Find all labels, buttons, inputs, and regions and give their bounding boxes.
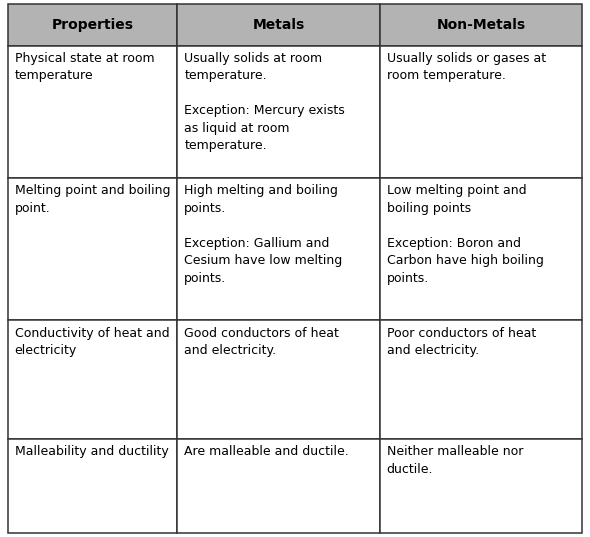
- Text: Physical state at room
temperature: Physical state at room temperature: [15, 52, 154, 82]
- Text: Non-Metals: Non-Metals: [437, 18, 526, 32]
- Bar: [380, 46, 582, 178]
- Bar: [8, 178, 178, 321]
- Text: Low melting point and
boiling points

Exception: Boron and
Carbon have high boil: Low melting point and boiling points Exc…: [386, 184, 543, 285]
- Bar: [178, 178, 380, 321]
- Text: Properties: Properties: [51, 18, 133, 32]
- Text: Malleability and ductility: Malleability and ductility: [15, 445, 168, 458]
- Text: Metals: Metals: [253, 18, 304, 32]
- Text: Are malleable and ductile.: Are malleable and ductile.: [184, 445, 349, 458]
- Text: Melting point and boiling
point.: Melting point and boiling point.: [15, 184, 170, 215]
- Text: Poor conductors of heat
and electricity.: Poor conductors of heat and electricity.: [386, 326, 536, 357]
- Bar: [178, 46, 380, 178]
- Bar: [380, 321, 582, 439]
- Text: Conductivity of heat and
electricity: Conductivity of heat and electricity: [15, 326, 169, 357]
- Bar: [178, 4, 380, 46]
- Bar: [178, 439, 380, 533]
- Bar: [8, 4, 178, 46]
- Bar: [178, 321, 380, 439]
- Bar: [380, 439, 582, 533]
- Bar: [380, 178, 582, 321]
- Text: Neither malleable nor
ductile.: Neither malleable nor ductile.: [386, 445, 523, 475]
- Bar: [8, 321, 178, 439]
- Bar: [8, 46, 178, 178]
- Text: Usually solids or gases at
room temperature.: Usually solids or gases at room temperat…: [386, 52, 546, 82]
- Bar: [8, 439, 178, 533]
- Text: Usually solids at room
temperature.

Exception: Mercury exists
as liquid at room: Usually solids at room temperature. Exce…: [184, 52, 345, 153]
- Text: High melting and boiling
points.

Exception: Gallium and
Cesium have low melting: High melting and boiling points. Excepti…: [184, 184, 343, 285]
- Bar: [380, 4, 582, 46]
- Text: Good conductors of heat
and electricity.: Good conductors of heat and electricity.: [184, 326, 339, 357]
